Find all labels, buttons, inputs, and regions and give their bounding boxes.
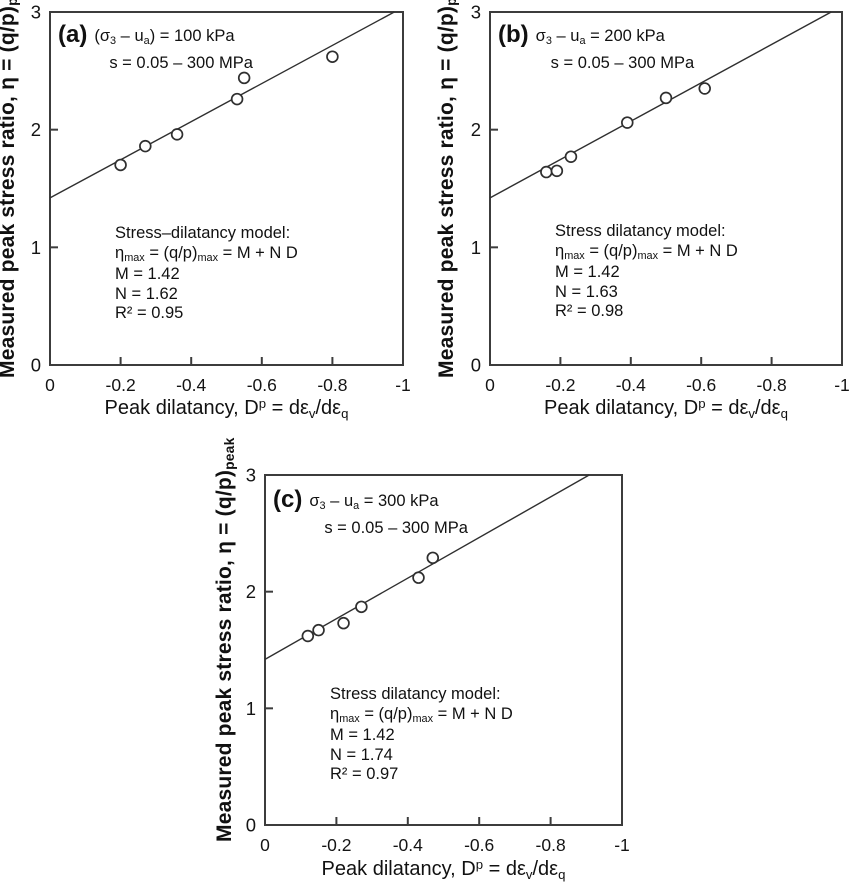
model-annotation: Stress–dilatancy model: ηmax = (q/p)max … xyxy=(115,224,298,324)
y-tick-label: 0 xyxy=(246,815,256,836)
data-point xyxy=(621,116,634,129)
panel-header: (b) σ3 – ua = 200 kPa s = 0.05 – 300 MPa xyxy=(498,22,694,76)
x-tick-label: -0.6 xyxy=(686,375,716,395)
confining-pressure-label: σ3 – ua = 200 kPa xyxy=(535,27,665,48)
model-n-value: N = 1.62 xyxy=(115,284,178,303)
test-conditions: σ3 – ua = 200 kPa s = 0.05 – 300 MPa xyxy=(536,22,695,76)
suction-range-label: s = 0.05 – 300 MPa xyxy=(109,54,253,72)
x-tick-label: -0.4 xyxy=(393,835,423,855)
x-axis-label: Peak dilatancy, Dp = dεv/dεq xyxy=(321,857,566,882)
panel-c: 0 -0.2 -0.4 -0.6 -0.8 -1 0 1 2 3 Measured peak st… xyxy=(213,438,642,891)
x-tick-label: 0 xyxy=(45,375,55,395)
data-point xyxy=(312,623,325,637)
data-point xyxy=(564,150,578,163)
panel-tag: (a) xyxy=(58,21,88,48)
model-annotation: Stress dilatancy model: ηmax = (q/p)max … xyxy=(555,222,738,322)
y-tick-label: 3 xyxy=(31,2,41,23)
x-tick-label: 0 xyxy=(260,835,270,855)
y-tick-label: 3 xyxy=(471,2,481,23)
data-point xyxy=(114,158,127,172)
model-n-value: N = 1.63 xyxy=(555,282,618,301)
y-tick-label: 0 xyxy=(31,355,41,376)
plot-frame xyxy=(49,11,404,366)
x-tick-label: -1 xyxy=(834,375,850,395)
y-tick-label: 0 xyxy=(471,355,481,376)
panel-header: (a) (σ3 – ua) = 100 kPa s = 0.05 – 300 M… xyxy=(58,22,253,76)
panel-a: 0 -0.2 -0.4 -0.6 -0.8 -1 0 1 2 3 Measured peak st… xyxy=(0,0,427,447)
x-tick-label: 0 xyxy=(485,375,495,395)
test-conditions: (σ3 – ua) = 100 kPa s = 0.05 – 300 MPa xyxy=(94,22,253,76)
data-point xyxy=(550,164,564,178)
model-equation: ηmax = (q/p)max = M + N D xyxy=(330,704,513,725)
data-point xyxy=(337,616,350,630)
trend-line xyxy=(49,11,395,199)
data-point xyxy=(326,50,339,63)
test-conditions: σ3 – ua = 300 kPa s = 0.05 – 300 MPa xyxy=(309,487,468,541)
x-tick-label: -0.2 xyxy=(321,835,351,855)
y-axis-label: Measured peak stress ratio, η = (q/p)pea… xyxy=(435,0,459,378)
x-tick-label: -0.4 xyxy=(616,375,646,395)
y-tick-label: 1 xyxy=(246,698,256,719)
model-equation: ηmax = (q/p)max = M + N D xyxy=(555,241,738,262)
data-point xyxy=(230,92,244,106)
model-title: Stress–dilatancy model: xyxy=(115,224,291,242)
x-tick-label: -0.8 xyxy=(757,375,787,395)
data-point xyxy=(355,600,368,614)
model-n-value: N = 1.74 xyxy=(330,745,393,764)
data-point xyxy=(540,165,553,179)
y-tick-label: 2 xyxy=(471,119,481,140)
model-m-value: M = 1.42 xyxy=(330,726,395,745)
y-tick-label: 2 xyxy=(246,581,256,602)
model-m-value: M = 1.42 xyxy=(115,265,180,284)
data-point xyxy=(139,139,152,153)
model-annotation: Stress dilatancy model: ηmax = (q/p)max … xyxy=(330,685,513,785)
scatter-plot-a: 0 -0.2 -0.4 -0.6 -0.8 -1 0 1 2 3 xyxy=(31,2,411,396)
panel-b: 0 -0.2 -0.4 -0.6 -0.8 -1 0 1 2 3 Measured peak st… xyxy=(425,0,850,447)
x-tick-label: -0.8 xyxy=(317,375,347,395)
confining-pressure-label: (σ3 – ua) = 100 kPa xyxy=(94,27,235,48)
y-axis-label: Measured peak stress ratio, η = (q/p)pea… xyxy=(213,437,238,843)
y-tick-label: 1 xyxy=(471,237,481,258)
plot-frame xyxy=(264,474,623,826)
model-r2-value: R² = 0.97 xyxy=(330,765,399,784)
model-title: Stress dilatancy model: xyxy=(555,222,726,240)
panel-tag: (c) xyxy=(273,486,303,513)
x-tick-label: -0.2 xyxy=(545,375,575,395)
x-tick-label: -0.4 xyxy=(176,375,206,395)
model-m-value: M = 1.42 xyxy=(555,263,620,282)
x-tick-label: -0.2 xyxy=(106,375,136,395)
model-equation: ηmax = (q/p)max = M + N D xyxy=(115,243,298,264)
data-point xyxy=(301,629,315,643)
y-tick-label: 1 xyxy=(31,237,41,258)
x-tick-label: -1 xyxy=(395,375,411,395)
confining-pressure-label: σ3 – ua = 300 kPa xyxy=(309,492,439,513)
scatter-plot-b: 0 -0.2 -0.4 -0.6 -0.8 -1 0 1 2 3 xyxy=(471,2,850,396)
model-r2-value: R² = 0.98 xyxy=(555,302,624,321)
data-point xyxy=(237,71,251,85)
data-point xyxy=(170,128,184,141)
y-axis-label: Measured peak stress ratio, η = (q/p)pea… xyxy=(0,0,20,378)
x-tick-label: -0.6 xyxy=(247,375,277,395)
y-tick-label: 2 xyxy=(31,119,41,140)
data-point xyxy=(659,91,673,105)
data-point xyxy=(412,571,425,584)
model-r2-value: R² = 0.95 xyxy=(115,304,184,323)
data-point xyxy=(698,82,711,95)
data-point xyxy=(426,551,440,565)
x-tick-label: -0.6 xyxy=(464,835,494,855)
x-axis-label: Peak dilatancy, Dp = dεv/dεq xyxy=(104,396,349,421)
x-tick-label: -1 xyxy=(614,835,630,855)
model-title: Stress dilatancy model: xyxy=(330,685,501,703)
y-tick-label: 3 xyxy=(246,465,256,486)
scatter-plot-c: 0 -0.2 -0.4 -0.6 -0.8 -1 0 1 2 3 xyxy=(246,465,630,856)
plot-frame xyxy=(489,11,843,366)
suction-range-label: s = 0.05 – 300 MPa xyxy=(324,519,468,537)
suction-range-label: s = 0.05 – 300 MPa xyxy=(550,54,695,72)
x-axis-label: Peak dilatancy, Dp = dεv/dεq xyxy=(544,396,788,421)
panel-tag: (b) xyxy=(498,21,529,48)
x-tick-label: -0.8 xyxy=(536,835,566,855)
panel-header: (c) σ3 – ua = 300 kPa s = 0.05 – 300 MPa xyxy=(273,487,468,541)
